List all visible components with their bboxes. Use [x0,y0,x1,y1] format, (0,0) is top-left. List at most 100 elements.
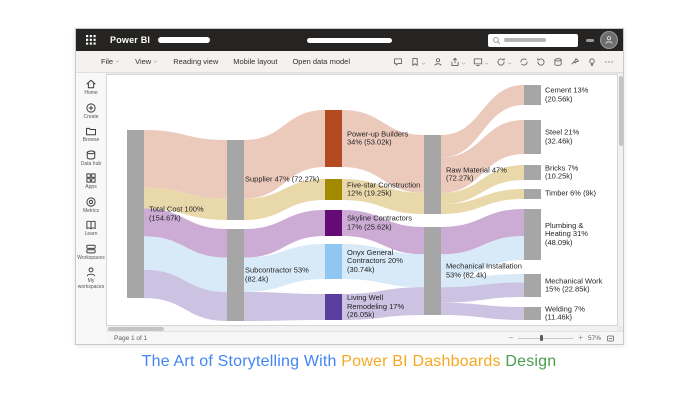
sankey-link-supplier-powerup[interactable] [244,110,325,199]
learn-icon [85,219,97,231]
sankey-link-subcontractor-onyx[interactable] [244,244,325,292]
horizontal-scrollbar-thumb[interactable] [108,326,164,331]
sankey-link-mech-mechwork[interactable] [441,274,524,288]
database-icon[interactable] [553,57,563,67]
sync-icon[interactable] [519,57,529,67]
menu-item-label: File [101,57,114,66]
sankey-link-raw-steel[interactable] [441,120,524,193]
page-title-segment: The Art of Storytelling With [141,353,342,370]
sankey-node-fivestar[interactable] [325,179,342,200]
sankey-node-plumbing[interactable] [524,209,541,260]
sankey-link-subcontractor-skyline[interactable] [244,210,325,258]
page-indicator: Page 1 of 1 [114,334,148,342]
zoom-slider-thumb[interactable] [540,335,544,341]
zoom-slider[interactable] [518,334,574,342]
sankey-link-skyline-mech[interactable] [342,210,424,255]
home-icon [85,78,97,90]
sidebar-item-apps[interactable]: Apps [77,172,105,191]
top-app-bar: Power BI [76,29,623,51]
page-title: The Art of Storytelling With Power BI Da… [0,353,698,371]
sidebar-item-my-workspaces[interactable]: My workspaces [77,266,105,290]
sidebar-item-label: Home [84,90,98,96]
sankey-node-welding[interactable] [524,307,541,320]
sankey-node-powerup[interactable] [325,110,342,167]
sidebar-item-workspaces[interactable]: Workspaces [77,243,105,262]
sankey-link-total-subcontractor[interactable] [144,269,227,321]
menu-item-reading-view[interactable]: Reading view [173,57,218,66]
person-icon[interactable] [433,57,443,67]
sankey-node-timber[interactable] [524,189,541,199]
present-icon[interactable] [473,53,489,71]
menu-item-view[interactable]: View [135,57,158,66]
sankey-link-onyx-mech[interactable] [342,244,424,288]
sankey-link-mech-plumbing[interactable] [441,236,524,279]
sankey-link-total-subcontractor[interactable] [144,236,227,292]
sidebar-item-label: Workspaces [77,254,105,261]
avatar[interactable] [600,31,619,49]
topbar-more-icon[interactable] [586,38,595,42]
sankey-link-raw-bricks[interactable] [441,165,524,205]
sankey-link-mech-welding[interactable] [441,302,524,320]
sankey-link-total-supplier[interactable] [144,130,227,199]
vertical-scrollbar-thumb[interactable] [618,76,623,146]
search-icon [492,36,501,45]
sankey-link-mech-plumbing[interactable] [441,209,524,255]
app-launcher-waffle-icon[interactable] [76,29,106,51]
menu-item-mobile-layout[interactable]: Mobile layout [233,57,277,66]
sankey-link-raw-timber[interactable] [441,189,524,214]
sankey-node-bricks[interactable] [524,165,541,180]
sankey-node-livingwell[interactable] [325,294,342,320]
sankey-svg [127,85,541,321]
share-icon[interactable] [450,53,466,71]
sankey-link-subcontractor-livingwell[interactable] [244,291,325,321]
sidebar-item-label: Browse [82,137,100,143]
lightbulb-icon[interactable] [587,57,597,67]
sidebar-item-data-hub[interactable]: Data hub [77,149,105,168]
menu-item-file[interactable]: File [101,57,120,66]
create-icon [85,102,97,114]
horizontal-scrollbar[interactable] [106,326,617,331]
menu-item-label: Open data model [292,57,350,66]
reset-icon[interactable] [536,57,546,67]
menu-items: File View Reading view Mobile layout Open da… [101,57,350,66]
sidebar-item-browse[interactable]: Browse [77,125,105,144]
sankey-link-fivestar-raw[interactable] [342,179,424,214]
comment-icon[interactable] [393,57,403,67]
zoom-out-button[interactable]: − [508,333,514,342]
sankey-node-mechwork[interactable] [524,274,541,297]
sidebar-item-metrics[interactable]: Metrics [77,196,105,215]
zoom-in-button[interactable]: + [578,333,583,342]
sankey-node-onyx[interactable] [325,244,342,279]
sankey-link-raw-cement[interactable] [441,85,524,158]
sankey-link-total-subcontractor[interactable] [144,208,227,258]
sidebar-item-home[interactable]: Home [77,78,105,97]
fit-to-page-icon[interactable] [606,334,615,343]
app-title: Power BI [110,35,151,45]
sidebar-item-create[interactable]: Create [77,102,105,121]
sidebar-item-learn[interactable]: Learn [77,219,105,238]
redacted-search-text [504,38,547,42]
search-input[interactable] [488,33,579,47]
sankey-link-livingwell-mech[interactable] [342,287,424,320]
refresh-icon[interactable] [496,53,512,71]
sankey-node-total[interactable] [127,130,144,298]
sidebar-item-label: Apps [85,184,97,190]
sankey-link-mech-mechwork[interactable] [441,282,524,303]
sankey-link-powerup-raw[interactable] [342,110,424,193]
more-icon[interactable] [604,57,614,67]
vertical-scrollbar[interactable] [618,74,623,326]
sankey-node-subcontractor[interactable] [227,229,244,321]
chevron-down-icon [421,53,426,71]
sankey-node-steel[interactable] [524,120,541,154]
sankey-link-total-supplier[interactable] [144,187,227,220]
pin-icon[interactable] [570,57,580,67]
sankey-node-skyline[interactable] [325,210,342,236]
sankey-node-raw[interactable] [424,135,441,214]
page-title-segment: Design [505,353,557,370]
sankey-node-supplier[interactable] [227,140,244,220]
menu-item-open-data-model[interactable]: Open data model [292,57,350,66]
sankey-link-supplier-fivestar[interactable] [244,179,325,220]
sankey-node-cement[interactable] [524,85,541,105]
bookmark-icon[interactable] [410,53,426,71]
sankey-node-mech[interactable] [424,227,441,315]
